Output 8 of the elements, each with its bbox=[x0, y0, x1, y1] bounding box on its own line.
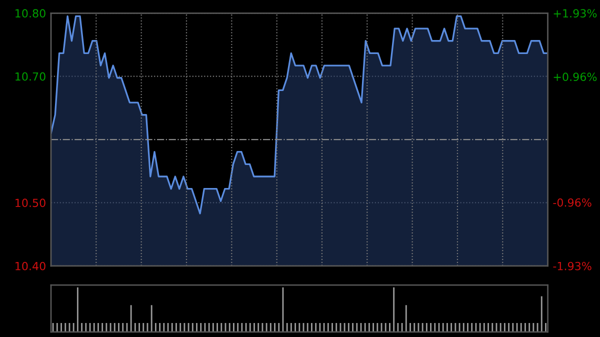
y2-tick-label: -1.93% bbox=[553, 262, 592, 270]
y2-tick-label: +0.96% bbox=[554, 72, 597, 82]
y-tick-label: 10.80 bbox=[16, 9, 46, 18]
y2-tick-label: -0.96% bbox=[553, 198, 592, 207]
y2-tick-label: +1.93% bbox=[554, 9, 597, 18]
y-tick-label: 10.50 bbox=[16, 198, 46, 208]
y-tick-label: 10.40 bbox=[16, 262, 46, 270]
y-tick-label: 10.70 bbox=[16, 72, 46, 81]
